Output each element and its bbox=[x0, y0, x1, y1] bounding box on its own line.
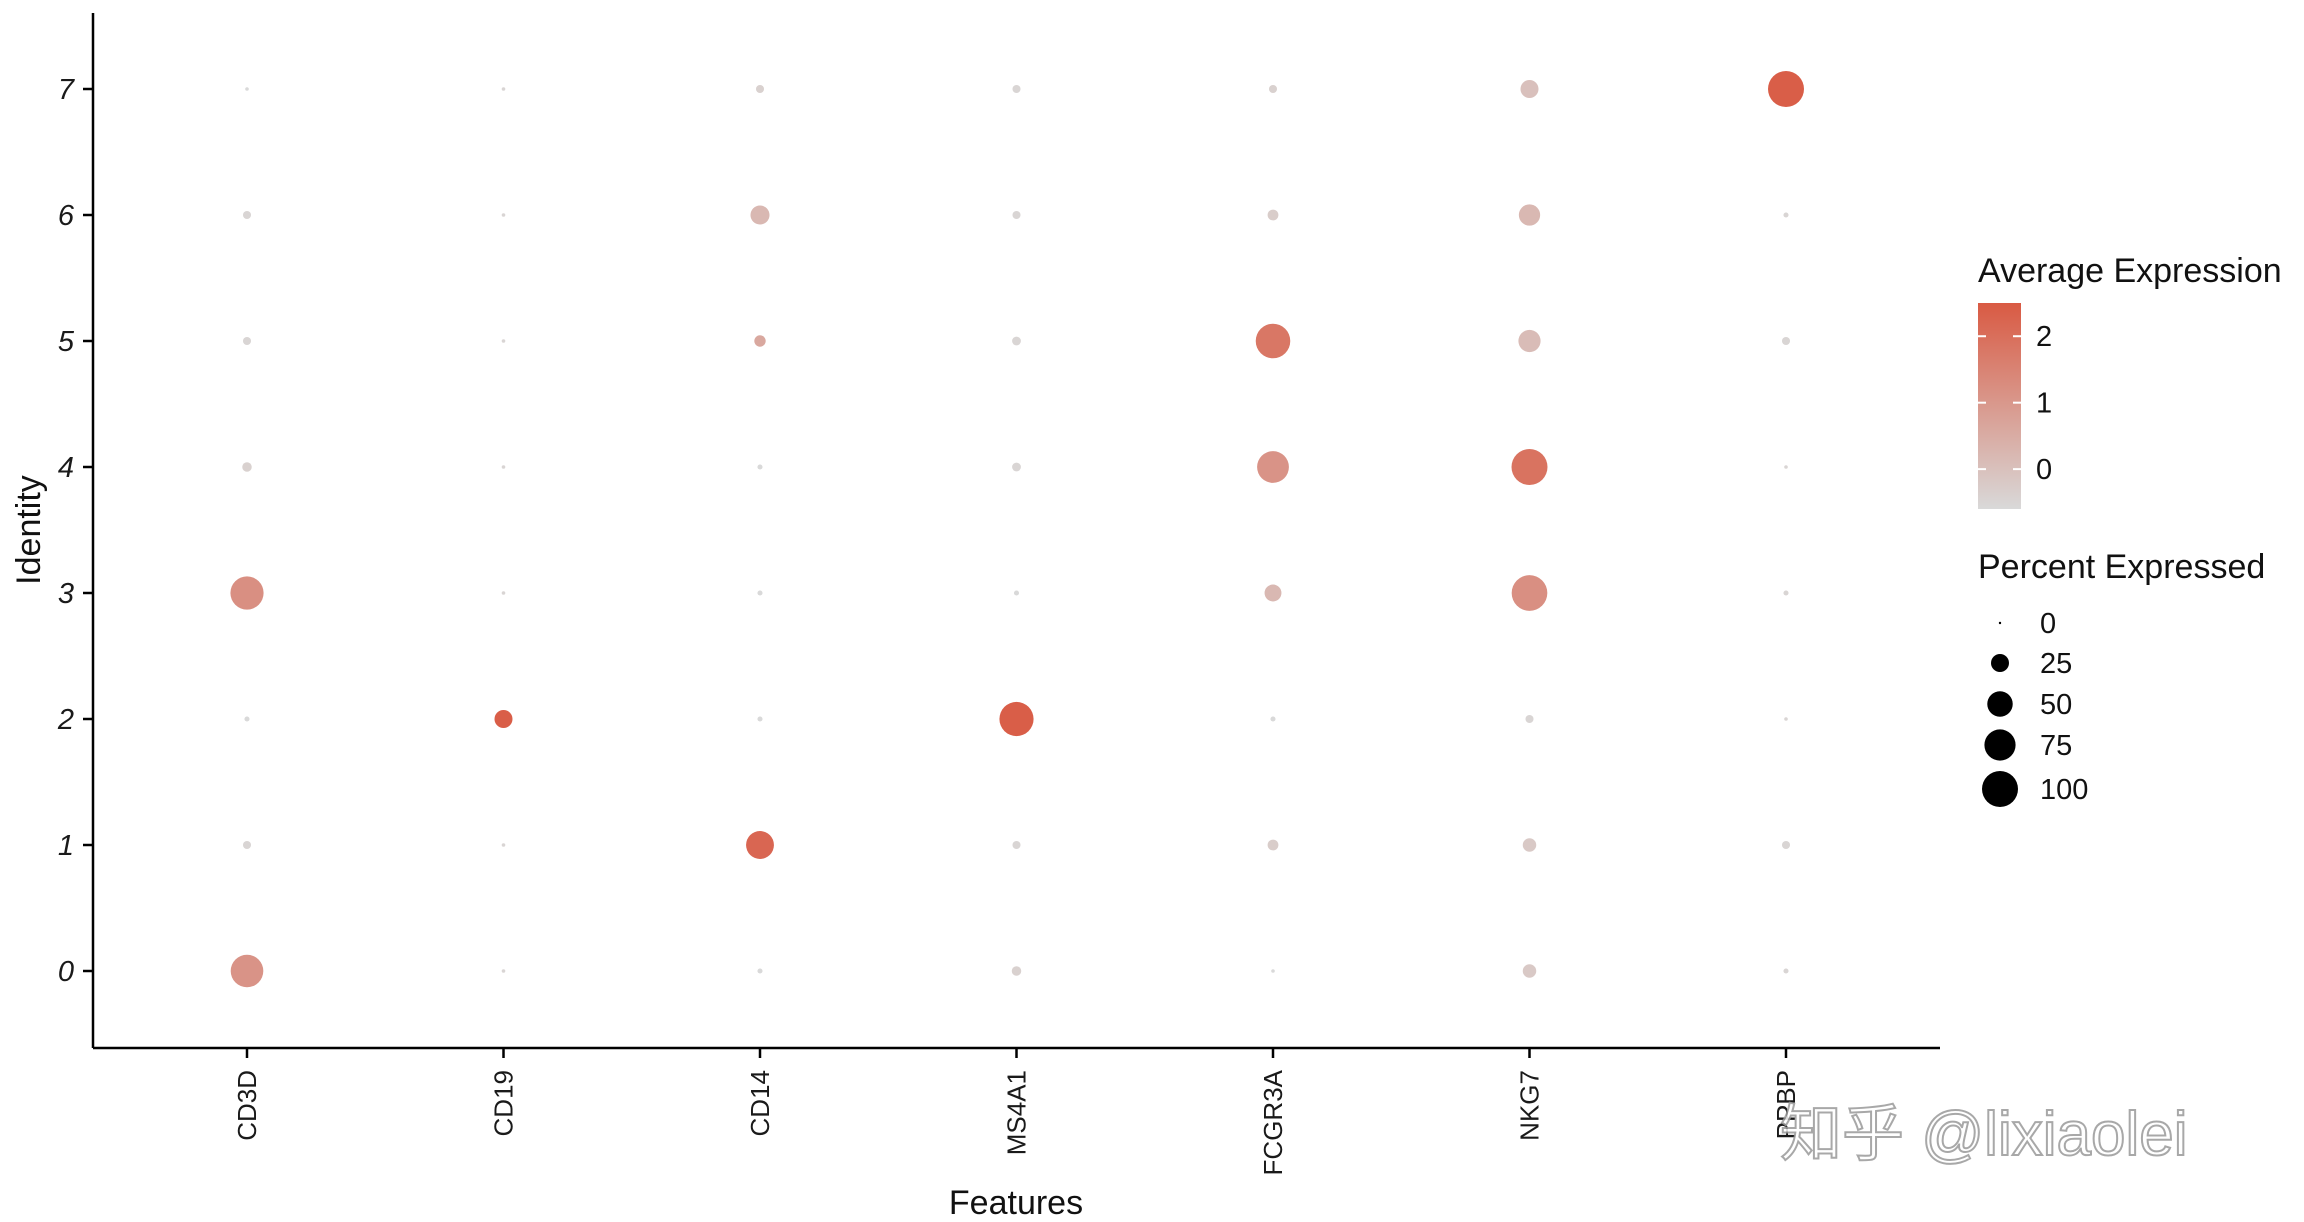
x-tick-label: CD3D bbox=[232, 1070, 262, 1141]
dot-NKG7-5 bbox=[1518, 329, 1541, 353]
size-legend-label: 25 bbox=[2040, 648, 2072, 680]
dot-MS4A1-2 bbox=[999, 701, 1034, 737]
dot-MS4A1-5 bbox=[1012, 336, 1021, 346]
size-legend-dot bbox=[1987, 691, 2013, 717]
dot-CD14-6 bbox=[750, 205, 770, 225]
dot-CD3D-6 bbox=[242, 210, 252, 220]
dot-NKG7-6 bbox=[1518, 204, 1541, 226]
dot-NKG7-3 bbox=[1511, 575, 1548, 611]
dot-NKG7-2 bbox=[1525, 714, 1534, 724]
dot-CD14-5 bbox=[754, 335, 766, 347]
dot-MS4A1-0 bbox=[1011, 966, 1022, 976]
dot-CD19-3 bbox=[501, 591, 506, 595]
y-tick-label: 2 bbox=[57, 704, 74, 736]
axes bbox=[91, 13, 1940, 1050]
dot-CD3D-7 bbox=[245, 87, 249, 91]
size-legend-label: 100 bbox=[2040, 774, 2088, 806]
dot-FCGR3A-6 bbox=[1267, 209, 1279, 221]
color-legend-label: 1 bbox=[2036, 388, 2052, 420]
dot-MS4A1-3 bbox=[1013, 590, 1020, 596]
size-legend-label: 0 bbox=[2040, 608, 2056, 640]
size-legend-label: 50 bbox=[2040, 689, 2072, 721]
dot-FCGR3A-5 bbox=[1255, 323, 1291, 359]
dot-NKG7-1 bbox=[1522, 838, 1537, 852]
dot-PPBP-0 bbox=[1783, 968, 1789, 974]
size-legend-label: 75 bbox=[2040, 730, 2072, 762]
x-tick-label: PPBP bbox=[1771, 1070, 1801, 1139]
dot-CD3D-3 bbox=[230, 576, 264, 610]
dot-CD3D-2 bbox=[244, 716, 250, 722]
dot-NKG7-0 bbox=[1522, 964, 1537, 978]
y-tick-label: 3 bbox=[58, 578, 74, 610]
x-tick-label: FCGR3A bbox=[1258, 1069, 1288, 1175]
color-legend-label: 2 bbox=[2036, 321, 2052, 353]
y-tick-label: 0 bbox=[58, 956, 74, 988]
dot-FCGR3A-1 bbox=[1267, 839, 1279, 851]
size-legend-dot bbox=[1984, 729, 2016, 761]
y-axis-title: Identity bbox=[10, 475, 48, 585]
dot-FCGR3A-7 bbox=[1268, 84, 1278, 94]
dot-CD14-4 bbox=[757, 464, 763, 470]
dot-FCGR3A-4 bbox=[1257, 451, 1289, 483]
x-tick-label: MS4A1 bbox=[1002, 1070, 1032, 1155]
size-legend-dot bbox=[1982, 771, 2018, 807]
y-tick-label: 1 bbox=[58, 830, 74, 862]
dot-CD3D-4 bbox=[242, 462, 252, 472]
color-legend: Average Expression 0 1 2 bbox=[1978, 252, 2282, 509]
x-tick-label: CD19 bbox=[489, 1070, 519, 1136]
y-tick-label: 5 bbox=[58, 326, 75, 358]
y-ticks: 0 1 2 3 4 5 6 7 bbox=[57, 74, 93, 988]
dot-CD3D-0 bbox=[230, 954, 264, 988]
dot-CD14-2 bbox=[757, 716, 763, 722]
dot-MS4A1-4 bbox=[1012, 462, 1021, 472]
dot-CD19-1 bbox=[501, 843, 506, 847]
dot-CD3D-1 bbox=[242, 840, 252, 850]
color-legend-title: Average Expression bbox=[1978, 252, 2282, 290]
x-ticks: CD3D CD19 CD14 MS4A1 FCGR3A NKG7 PPBP bbox=[232, 1048, 1801, 1175]
dot-MS4A1-1 bbox=[1012, 840, 1021, 850]
dot-PPBP-1 bbox=[1781, 840, 1791, 850]
dot-CD19-0 bbox=[501, 969, 506, 973]
dot-NKG7-4 bbox=[1511, 449, 1548, 485]
dot-PPBP-5 bbox=[1781, 336, 1791, 346]
y-tick-label: 4 bbox=[58, 452, 74, 484]
dot-FCGR3A-2 bbox=[1270, 716, 1276, 722]
x-tick-label: CD14 bbox=[745, 1070, 775, 1136]
size-legend-dot bbox=[1991, 654, 2009, 672]
dot-CD14-7 bbox=[755, 84, 765, 94]
size-legend-title: Percent Expressed bbox=[1978, 548, 2265, 586]
dot-PPBP-6 bbox=[1783, 212, 1789, 218]
dot-NKG7-7 bbox=[1520, 80, 1539, 98]
dot-FCGR3A-3 bbox=[1264, 584, 1282, 602]
dot-CD19-5 bbox=[501, 339, 506, 343]
color-legend-bar bbox=[1978, 303, 2021, 509]
dot-PPBP-2 bbox=[1784, 717, 1788, 721]
size-legend: Percent Expressed 0 25 50 75 100 bbox=[1978, 548, 2265, 807]
x-tick-label: NKG7 bbox=[1515, 1070, 1545, 1141]
dots bbox=[230, 71, 1804, 988]
y-tick-label: 7 bbox=[58, 74, 76, 106]
dot-PPBP-3 bbox=[1783, 590, 1789, 596]
dot-CD19-7 bbox=[501, 87, 506, 91]
size-legend-dot bbox=[1998, 621, 2002, 625]
dot-CD3D-5 bbox=[242, 336, 252, 346]
dot-CD19-6 bbox=[501, 213, 506, 217]
dot-MS4A1-6 bbox=[1012, 210, 1021, 220]
dot-CD19-2 bbox=[494, 710, 513, 728]
dot-CD19-4 bbox=[501, 465, 506, 469]
dot-PPBP-7 bbox=[1768, 71, 1804, 107]
dot-FCGR3A-0 bbox=[1271, 969, 1275, 973]
y-tick-label: 6 bbox=[58, 200, 75, 232]
color-legend-label: 0 bbox=[2036, 454, 2052, 486]
x-axis-title: Features bbox=[949, 1184, 1083, 1222]
dot-CD14-1 bbox=[746, 831, 774, 859]
dot-PPBP-4 bbox=[1784, 465, 1788, 469]
dot-CD14-0 bbox=[757, 968, 763, 974]
dot-CD14-3 bbox=[757, 590, 763, 596]
watermark: 知乎 @lixiaolei bbox=[1780, 1100, 2187, 1169]
dot-MS4A1-7 bbox=[1012, 84, 1021, 94]
